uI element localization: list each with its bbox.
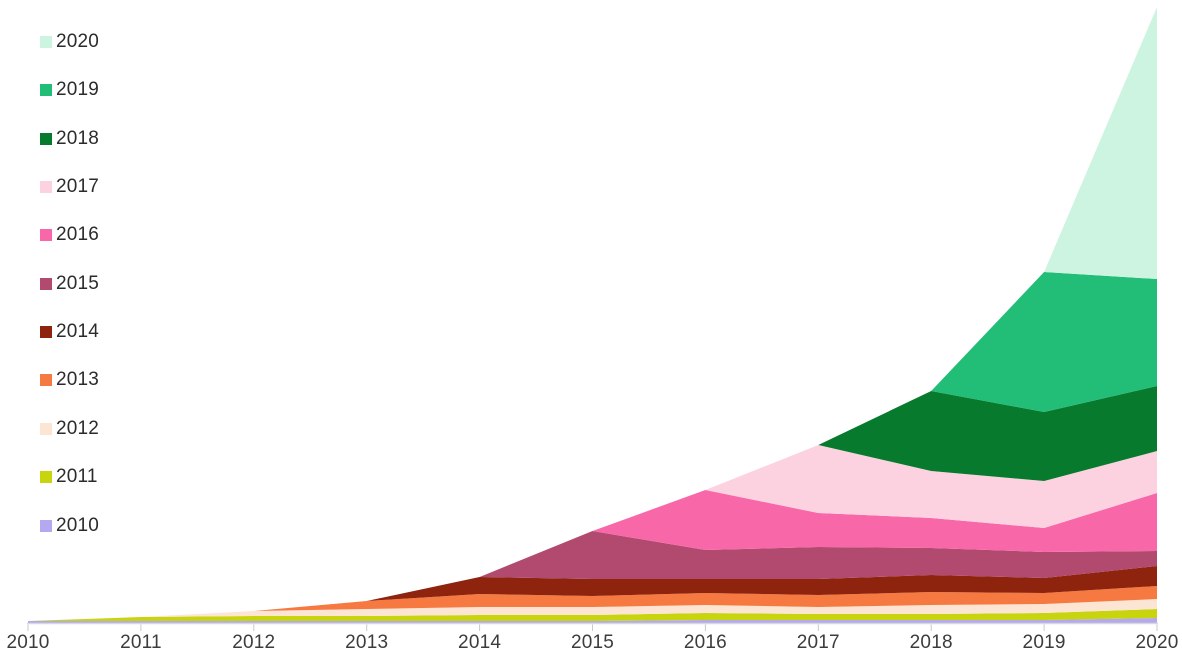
legend-item-2013[interactable]: 2013: [40, 370, 99, 390]
x-tick-label-2017: 2017: [797, 632, 840, 648]
x-tick-label-2011: 2011: [120, 632, 162, 648]
legend-swatch-2019: [40, 84, 52, 97]
area-2020[interactable]: [1044, 7, 1157, 279]
legend-item-2020[interactable]: 2020: [40, 32, 99, 52]
legend-swatch-2018: [40, 132, 52, 145]
x-tick-label-2015: 2015: [571, 632, 614, 648]
x-tick-label-2013: 2013: [345, 632, 388, 648]
x-tick-label-2020: 2020: [1135, 632, 1178, 648]
x-tick-label-2016: 2016: [684, 632, 727, 648]
legend-label-2015: 2015: [56, 272, 100, 294]
x-tick-label-2012: 2012: [232, 632, 275, 648]
area-2014[interactable]: [366, 566, 1157, 601]
area-2016[interactable]: [592, 490, 1158, 552]
legend-item-2016[interactable]: 2016: [40, 225, 99, 245]
area-2013[interactable]: [253, 586, 1158, 611]
area-2015[interactable]: [479, 531, 1158, 579]
area-2018[interactable]: [818, 386, 1157, 481]
legend-label-2011: 2011: [56, 466, 98, 488]
area-2017[interactable]: [705, 445, 1157, 528]
x-tick-label-2018: 2018: [910, 632, 953, 648]
x-tick-label-2014: 2014: [458, 632, 501, 648]
legend-swatch-2011: [40, 471, 52, 484]
area-2010[interactable]: [28, 618, 1157, 623]
legend-label-2018: 2018: [56, 127, 100, 149]
legend-swatch-2014: [40, 326, 52, 339]
x-tick-label-2019: 2019: [1023, 632, 1066, 648]
legend-swatch-2016: [40, 229, 52, 242]
legend-swatch-2017: [40, 181, 52, 194]
area-2012[interactable]: [140, 599, 1157, 617]
legend-item-2019[interactable]: 2019: [40, 80, 99, 100]
legend-item-2010[interactable]: 2010: [40, 514, 100, 536]
legend-label-2012: 2012: [56, 417, 100, 439]
legend-item-2011[interactable]: 2011: [40, 467, 98, 487]
x-tick-label-2010: 2010: [6, 632, 49, 648]
legend-label-2014: 2014: [56, 321, 100, 343]
legend-label-2017: 2017: [56, 176, 100, 198]
legend-label-2010: 2010: [56, 514, 100, 536]
legend-item-2014[interactable]: 2014: [40, 322, 99, 342]
legend-label-2019: 2019: [56, 79, 100, 101]
legend-label-2016: 2016: [56, 224, 100, 246]
legend-item-2017[interactable]: 2017: [40, 177, 99, 197]
legend-swatch-2020: [40, 36, 52, 48]
legend-item-2012[interactable]: 2012: [40, 417, 100, 439]
legend-item-2015[interactable]: 2015: [40, 272, 100, 294]
legend-label-2013: 2013: [56, 369, 100, 391]
area-2019[interactable]: [931, 272, 1157, 412]
legend-swatch-2015: [40, 277, 52, 290]
legend-swatch-2012: [40, 422, 52, 435]
legend-label-2020: 2020: [56, 31, 100, 52]
legend-swatch-2010: [40, 519, 52, 532]
legend-swatch-2013: [40, 374, 52, 387]
legend-item-2018[interactable]: 2018: [40, 127, 100, 149]
